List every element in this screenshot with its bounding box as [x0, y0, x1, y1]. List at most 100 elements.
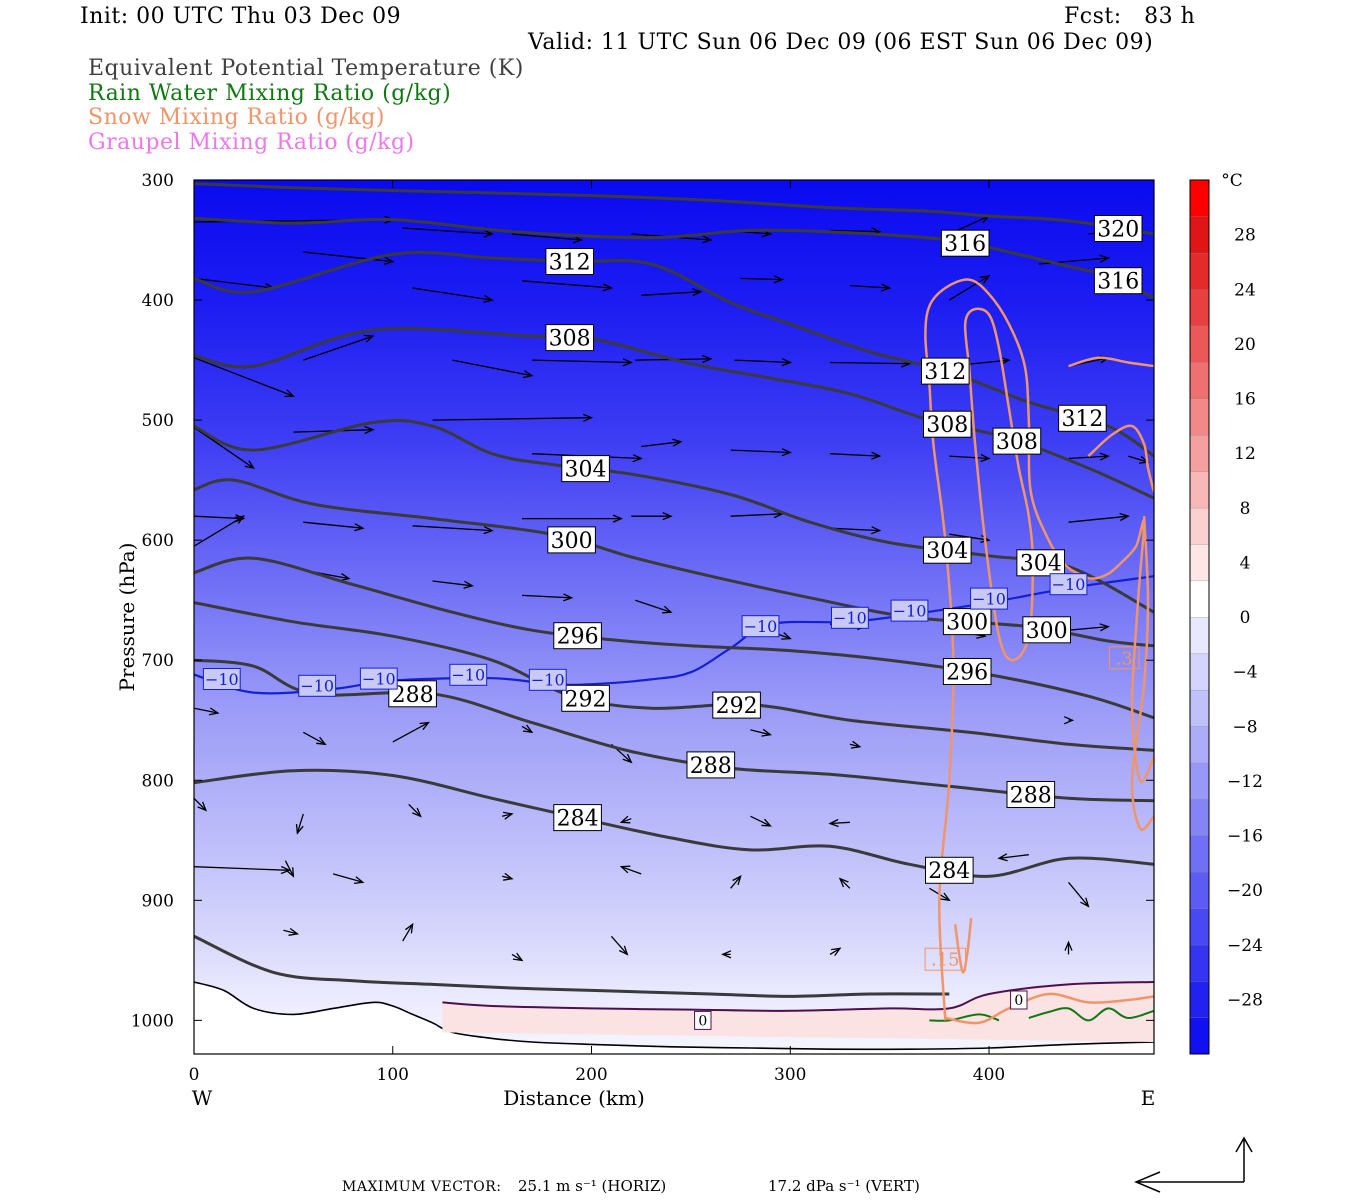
theta-e-contour-284 [194, 768, 1154, 878]
wind-vector [730, 448, 792, 457]
theta-e-label: 308 [992, 427, 1042, 455]
vector-shaft [412, 287, 493, 301]
vector-shaft [1068, 455, 1109, 460]
graupel-zero-contour [442, 981, 1154, 1012]
reference-horizontal-arrow [1134, 1171, 1244, 1193]
theta-e-label: 320 [1093, 215, 1143, 242]
label-box [1093, 215, 1143, 242]
label-text: 288 [392, 683, 434, 708]
vector-head [661, 605, 673, 614]
isotherm-label: −10 [449, 663, 488, 686]
isotherm-label: −10 [359, 667, 398, 690]
label-box [940, 229, 990, 257]
vector-shaft [296, 813, 304, 834]
label-text: −10 [451, 666, 485, 685]
vector-shaft [303, 521, 363, 529]
label-text: −10 [1052, 575, 1086, 594]
label-box [545, 324, 595, 352]
label-text: −10 [893, 601, 927, 620]
vector-head [383, 256, 395, 265]
label-text: 308 [926, 413, 968, 438]
label-text: .3 [1116, 648, 1133, 669]
vector-head [880, 283, 892, 292]
vector-shaft [829, 229, 880, 233]
west-label: W [192, 1086, 213, 1110]
vector-shaft [194, 515, 244, 520]
label-text: 300 [1026, 619, 1068, 644]
vector-shaft [1128, 455, 1149, 463]
vector-shaft [730, 875, 742, 889]
colorbar-swatch [1189, 798, 1210, 836]
wind-vector [740, 275, 784, 284]
isotherm-label: −10 [202, 668, 241, 690]
vector-shaft [998, 854, 1029, 859]
vector-head [781, 358, 792, 367]
theta-e-contour-280 [194, 934, 950, 998]
vector-shaft [849, 743, 860, 748]
label-text: 304 [1020, 552, 1062, 577]
snow-contour [1068, 356, 1154, 368]
colorbar-swatch [1189, 981, 1210, 1019]
theta-e-contour-296 [194, 556, 1154, 720]
vector-shaft [194, 797, 207, 811]
label-text: .15 [931, 950, 960, 971]
vector-head [602, 283, 614, 292]
label-text: 0 [698, 1013, 707, 1029]
wind-vector [838, 877, 851, 889]
vector-shaft [284, 860, 294, 877]
label-text: −10 [531, 671, 565, 690]
colorbar-unit: °C [1221, 171, 1243, 191]
above-freezing-region [442, 982, 1154, 1042]
y-axis-label: Pressure (hPa) [115, 543, 139, 692]
isotherm-label: −10 [890, 599, 929, 622]
vector-head [692, 288, 703, 297]
colorbar-tick-label: −28 [1227, 990, 1263, 1010]
vector-head [1064, 940, 1073, 951]
label-text: 292 [716, 694, 758, 719]
vector-shaft [432, 580, 473, 587]
theta-e-contour-312 [194, 250, 1154, 458]
label-box [1022, 616, 1072, 644]
label-box [449, 663, 488, 686]
label-text: 292 [565, 687, 607, 712]
colorbar-tick-label: −12 [1227, 772, 1263, 792]
theta-e-label: 296 [942, 658, 992, 685]
vector-head [1080, 897, 1090, 908]
vector-shaft [332, 873, 364, 883]
colorbar-tick-label: 8 [1240, 499, 1251, 519]
label-box [553, 622, 602, 650]
vector-head [234, 514, 246, 523]
vector-head [980, 275, 991, 284]
vector-shaft [531, 359, 632, 364]
vector-shaft [194, 866, 290, 871]
colorbar-tick-label: −8 [1232, 717, 1257, 737]
wind-vector [1067, 881, 1090, 908]
snow-contour [1087, 424, 1154, 493]
colorbar-swatch [1189, 762, 1210, 800]
vector-shaft [194, 357, 294, 397]
theta-e-label: 296 [553, 622, 602, 650]
label-box [1049, 573, 1088, 596]
isotherm-label: −10 [970, 587, 1008, 610]
y-tick-label: 800 [142, 771, 174, 791]
vector-head [463, 580, 474, 589]
vector-shaft [829, 453, 880, 457]
wind-vector [750, 815, 772, 827]
vector-shaft [194, 277, 274, 289]
wind-vector [531, 358, 633, 367]
vector-shaft [829, 361, 910, 365]
y-tick-label: 400 [142, 291, 174, 311]
vector-head [522, 370, 534, 379]
vector-head [562, 593, 574, 602]
wind-vector [194, 357, 295, 398]
wind-vector [303, 521, 365, 532]
legend-snow: Snow Mixing Ratio (g/kg) [88, 105, 385, 130]
vector-head [295, 824, 304, 835]
vector-shaft [750, 815, 771, 827]
wind-vector [631, 512, 673, 521]
colorbar-swatch [1189, 398, 1210, 436]
label-box [298, 674, 337, 697]
vector-head [612, 514, 623, 523]
vector-shaft [829, 527, 880, 532]
theta-e-label: 288 [1006, 781, 1056, 808]
